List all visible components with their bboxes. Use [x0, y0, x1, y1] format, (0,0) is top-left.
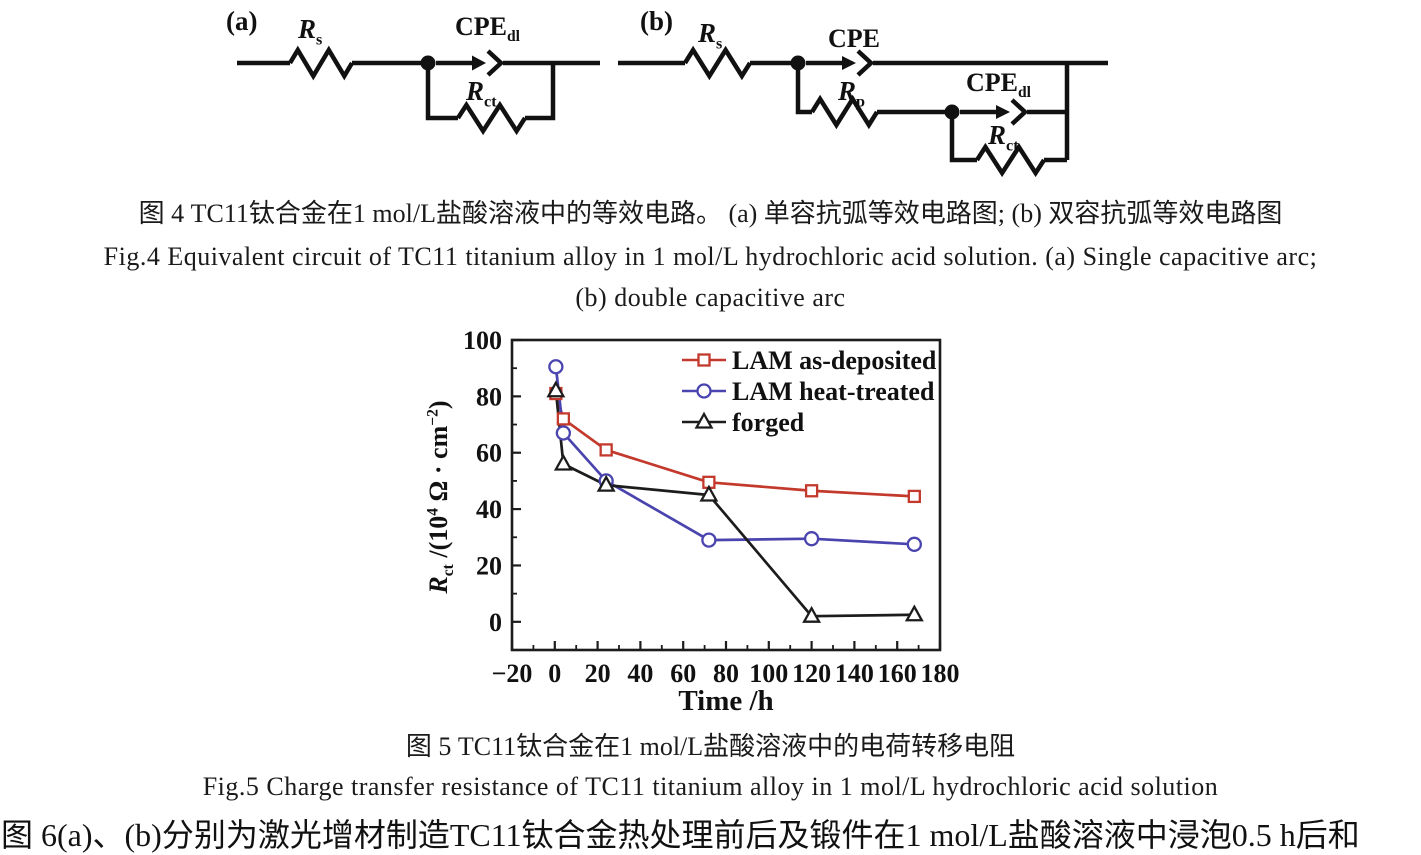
- resistor-rs-a: [288, 45, 354, 81]
- svg-text:LAM as-deposited: LAM as-deposited: [732, 346, 937, 375]
- circuit-a-cpe-label: CPEdl: [455, 12, 521, 46]
- svg-text:60: 60: [476, 439, 502, 468]
- svg-text:120: 120: [792, 659, 831, 688]
- arrowhead-b2: [996, 105, 1010, 119]
- figure4-caption-en-line2: (b) double capacitive arc: [575, 283, 846, 312]
- figure4-caption-en-line1: Fig.4 Equivalent circuit of TC11 titaniu…: [103, 242, 1318, 271]
- svg-text:160: 160: [878, 659, 917, 688]
- circuit-b-cpe-label: CPE: [828, 24, 880, 53]
- circuit-a-diagram: [237, 45, 600, 136]
- body-paragraph: 图 6(a)、(b)分别为激光增材制造TC11钛合金热处理前后及锻件在1 mol…: [1, 817, 1360, 853]
- resistor-rct-a: [456, 100, 527, 136]
- resistor-rct-b: [975, 142, 1046, 178]
- rct-branch-b: [949, 119, 977, 163]
- svg-text:40: 40: [627, 659, 653, 688]
- circuit-a-label: (a): [226, 6, 258, 36]
- resistor-rs-b: [683, 45, 752, 81]
- rp-branch-b: [795, 70, 812, 115]
- arrowhead-a: [472, 55, 486, 71]
- cpedl-chevron-b: [1010, 98, 1029, 126]
- svg-text:80: 80: [476, 382, 502, 411]
- svg-text:80: 80: [713, 659, 739, 688]
- svg-text:forged: forged: [732, 408, 805, 437]
- svg-text:Time /h: Time /h: [678, 685, 773, 717]
- circuit-b-rp-label: Rp: [838, 76, 866, 111]
- svg-text:0: 0: [548, 659, 561, 688]
- svg-text:20: 20: [476, 551, 502, 580]
- svg-text:60: 60: [670, 659, 696, 688]
- cpe-chevron-b: [856, 49, 875, 77]
- svg-text:40: 40: [476, 495, 502, 524]
- circuit-b-rct-label: Rct: [988, 120, 1019, 155]
- svg-text:100: 100: [749, 659, 788, 688]
- circuit-a-rct-label: Rct: [466, 76, 497, 111]
- circuit-b-label: (b): [640, 6, 673, 36]
- svg-text:LAM heat-treated: LAM heat-treated: [732, 377, 935, 406]
- cpe-chevron-a: [486, 49, 505, 77]
- chart-y-axis-label: Rct /(104 Ω · cm−2): [424, 400, 458, 594]
- circuit-b-rs-label: Rs: [698, 18, 723, 53]
- chart-svg: −20 0 20 40 60 80 100 120 140 160 180020406080100T…: [463, 330, 960, 717]
- resistor-rp-b: [810, 94, 879, 130]
- figure4-caption-zh: 图 4 TC11钛合金在1 mol/L盐酸溶液中的等效电路。 (a) 单容抗弧等…: [138, 199, 1283, 228]
- node-a: [420, 55, 436, 71]
- node-b2: [944, 104, 960, 120]
- circuit-b-cpedl-label: CPEdl: [966, 68, 1032, 102]
- arrowhead-b1: [842, 56, 856, 70]
- svg-text:100: 100: [463, 330, 502, 355]
- circuit-a-rs-label: Rs: [298, 14, 323, 49]
- svg-text:140: 140: [835, 659, 874, 688]
- node-b1: [790, 55, 806, 71]
- svg-text:180: 180: [921, 659, 960, 688]
- circuit-b-diagram: [618, 45, 1108, 178]
- figure5-caption-zh: 图 5 TC11钛合金在1 mol/L盐酸溶液中的电荷转移电阻: [405, 732, 1016, 761]
- svg-text:−20: −20: [492, 659, 533, 688]
- figure5-caption-en: Fig.5 Charge transfer resistance of TC11…: [202, 772, 1219, 801]
- svg-text:20: 20: [585, 659, 611, 688]
- rct-branch-a: [425, 70, 458, 121]
- figure5-chart: −20 0 20 40 60 80 100 120 140 160 180 0 20 40 60 80 100 T…: [420, 330, 980, 725]
- svg-text:0: 0: [489, 608, 502, 637]
